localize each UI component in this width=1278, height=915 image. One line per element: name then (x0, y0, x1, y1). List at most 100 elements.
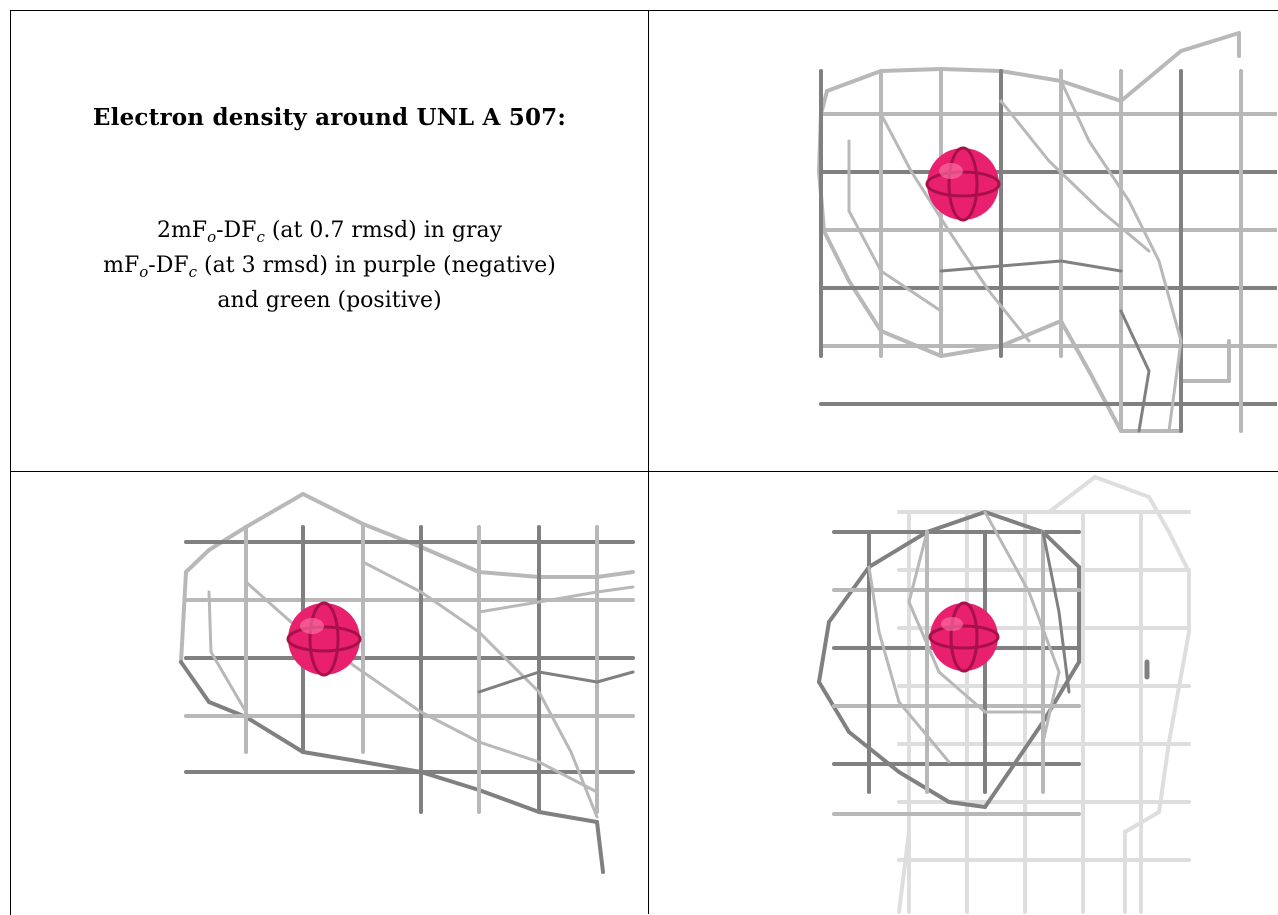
table-divider-horizontal (10, 471, 1278, 472)
mesh-segment (1047, 159, 1103, 213)
mesh-segment (822, 229, 851, 283)
mesh-segment (939, 67, 1003, 73)
table-divider-vertical (648, 10, 649, 914)
mesh-segment (477, 740, 541, 764)
mesh-segment (537, 760, 599, 794)
mesh-segment (879, 269, 943, 313)
mesh-segment (827, 565, 871, 624)
mesh-view-1 (817, 31, 1277, 433)
mesh-segment (244, 492, 305, 529)
mesh-segment (999, 319, 1063, 348)
caption-cell: Electron density around UNL A 507: 2mFo-… (11, 11, 648, 471)
mesh-segment (897, 770, 951, 804)
mesh-segment (1087, 139, 1131, 203)
description-line-3: and green (positive) (217, 288, 442, 313)
mesh-segment (301, 750, 365, 764)
density-view-top-right (649, 11, 1277, 471)
mesh-segment (897, 700, 951, 764)
atom-sphere (925, 146, 1001, 222)
mesh-segment (907, 600, 941, 674)
mesh-segment (1119, 309, 1151, 373)
mesh-segment (867, 530, 929, 569)
mesh-segment (879, 329, 943, 358)
mesh-segment (1167, 530, 1191, 574)
mesh-segment (947, 229, 991, 293)
mesh-segment (1123, 810, 1161, 834)
mesh-segment (207, 525, 248, 552)
mesh-segment (907, 530, 929, 604)
mesh-segment (184, 548, 211, 574)
mesh-segment (244, 580, 293, 624)
mesh-view-3 (817, 475, 1191, 914)
mesh-segment (867, 565, 881, 634)
mesh-segment (1087, 369, 1123, 433)
density-mesh (179, 492, 635, 874)
mesh-segment (1137, 369, 1151, 433)
mesh-segment (1147, 495, 1171, 534)
mesh-segment (1041, 530, 1081, 569)
mesh-segment (419, 545, 481, 574)
mesh-segment (1167, 339, 1183, 433)
atom-sphere (286, 601, 362, 677)
description-line-2: mFo-DFc (at 3 rmsd) in purple (negative) (103, 253, 556, 281)
mesh-segment (1059, 79, 1123, 103)
mesh-segment (879, 67, 943, 73)
mesh-segment (537, 590, 599, 604)
mesh-segment (983, 770, 1011, 809)
mesh-segment (477, 630, 541, 694)
mesh-segment (983, 510, 1045, 534)
mesh-segment (1027, 590, 1061, 674)
mesh-segment (1041, 530, 1061, 614)
mesh-segment (983, 510, 1031, 594)
mesh-segment (1167, 630, 1191, 744)
mesh-segment (1047, 475, 1097, 514)
description-line-1: 2mFo-DFc (at 0.7 rmsd) in gray (156, 218, 503, 246)
mesh-segment (419, 590, 481, 634)
atom-sphere (928, 601, 1000, 673)
mesh-segment (1057, 610, 1071, 694)
mesh-segment (477, 670, 541, 694)
mesh-segment (947, 800, 987, 809)
mesh-segment (999, 69, 1063, 83)
figure-table (10, 10, 1278, 915)
mesh-segment (1119, 49, 1183, 103)
mesh-segment (595, 820, 605, 874)
mesh-segment (1093, 475, 1151, 499)
density-mesh (817, 475, 1191, 914)
mesh-segment (207, 590, 213, 654)
mesh-segment (477, 570, 541, 579)
mesh-segment (595, 585, 635, 594)
mesh-segment (1157, 740, 1171, 814)
mesh-segment (477, 788, 541, 814)
mesh-segment (1099, 209, 1151, 253)
mesh-segment (595, 670, 635, 684)
mesh-segment (825, 69, 883, 93)
mesh-segment (1127, 199, 1161, 263)
mesh-segment (1157, 259, 1183, 343)
mesh-segment (939, 264, 1003, 273)
mesh-segment (847, 209, 883, 273)
mesh-segment (817, 620, 831, 684)
mesh-segment (1041, 670, 1061, 744)
mesh-segment (419, 770, 481, 792)
mesh-segment (209, 650, 248, 714)
figure-title: Electron density around UNL A 507: (92, 104, 567, 131)
density-mesh (817, 31, 1277, 433)
mesh-segment (537, 670, 599, 684)
mesh-segment (179, 660, 211, 704)
mesh-view-2 (179, 492, 635, 874)
figure-description: 2mFo-DFc (at 0.7 rmsd) in gray mFo-DFc (… (11, 214, 648, 318)
mesh-segment (1059, 259, 1123, 273)
mesh-segment (999, 259, 1063, 268)
mesh-segment (569, 750, 599, 819)
mesh-segment (244, 715, 305, 754)
mesh-segment (179, 570, 188, 664)
mesh-segment (987, 289, 1031, 343)
mesh-segment (477, 600, 541, 614)
mesh-segment (925, 510, 987, 534)
mesh-segment (1059, 79, 1091, 143)
mesh-segment (1179, 31, 1241, 53)
density-view-bottom-left (11, 472, 648, 914)
mesh-segment (361, 670, 423, 714)
mesh-segment (999, 99, 1051, 163)
